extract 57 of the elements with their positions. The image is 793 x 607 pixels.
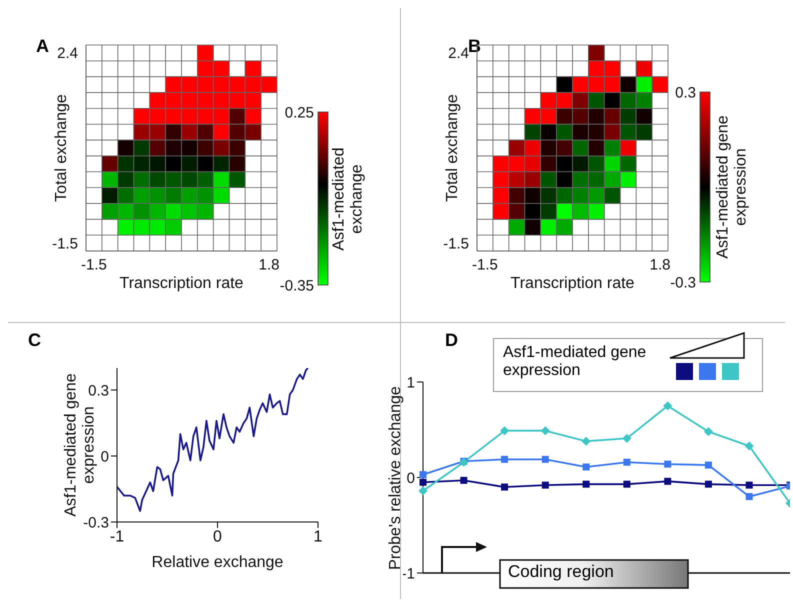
- x-tick-label: 1.8: [650, 256, 670, 274]
- point: [500, 426, 510, 436]
- chart-title: C: [28, 330, 41, 351]
- point: [622, 434, 632, 443]
- color-bar-title: Asf1-mediated exchange: [330, 146, 366, 252]
- point: [460, 476, 468, 484]
- x-tick-label: 0: [213, 528, 222, 546]
- point: [542, 482, 549, 489]
- x-tick-label: 1: [314, 528, 323, 546]
- color-bar-label: -0.35: [280, 277, 314, 294]
- annotation: Coding region: [508, 562, 614, 582]
- x-tick-label: -1: [110, 528, 124, 546]
- color-bar-label: 0.25: [284, 104, 314, 122]
- point: [623, 480, 630, 488]
- y-tick-label: 2.4: [57, 45, 78, 62]
- x-axis-title: Relative exchange: [152, 554, 284, 572]
- y-axis-title: Probe's relative exchange: [387, 384, 404, 570]
- point: [746, 493, 753, 500]
- point: [664, 460, 672, 468]
- chart-title: D: [445, 330, 458, 351]
- x-tick-label: 1.8: [258, 256, 280, 274]
- line-series: [117, 368, 309, 512]
- point: [501, 484, 508, 491]
- color-bar-label: -0.3: [670, 274, 696, 292]
- y-axis-title: Total exchange: [444, 94, 462, 202]
- legend-title: Asf1-mediated gene expression: [503, 344, 648, 381]
- point: [582, 480, 590, 488]
- point: [542, 456, 549, 463]
- point: [501, 456, 508, 463]
- point: [744, 441, 754, 450]
- point: [582, 436, 591, 446]
- color-bar-label: 0.3: [675, 84, 696, 102]
- y-tick-label: 0.3: [88, 382, 109, 400]
- point: [420, 478, 426, 486]
- point: [746, 482, 753, 489]
- y-tick-label: 2.4: [448, 45, 469, 62]
- y-tick-label: -0.3: [83, 514, 109, 532]
- y-tick-label: 0: [100, 448, 109, 466]
- x-axis-title: Transcription rate: [510, 275, 634, 293]
- x-tick-label: -1.5: [472, 256, 498, 274]
- color-bar-title: Asf1-mediated gene expression: [714, 114, 750, 261]
- point: [704, 480, 712, 488]
- point: [418, 486, 428, 496]
- point: [540, 426, 550, 436]
- point: [704, 462, 712, 469]
- x-axis-title: Transcription rate: [120, 275, 244, 293]
- point: [623, 458, 630, 466]
- y-tick-label: 1: [406, 374, 415, 392]
- y-axis-title: Total exchange: [53, 94, 70, 202]
- point: [704, 427, 713, 436]
- point: [663, 401, 672, 410]
- y-tick-label: 0: [406, 470, 415, 487]
- point: [420, 471, 426, 478]
- chart-title: B: [468, 36, 481, 56]
- chart-title: A: [36, 36, 49, 57]
- point: [664, 478, 672, 485]
- point: [582, 463, 590, 470]
